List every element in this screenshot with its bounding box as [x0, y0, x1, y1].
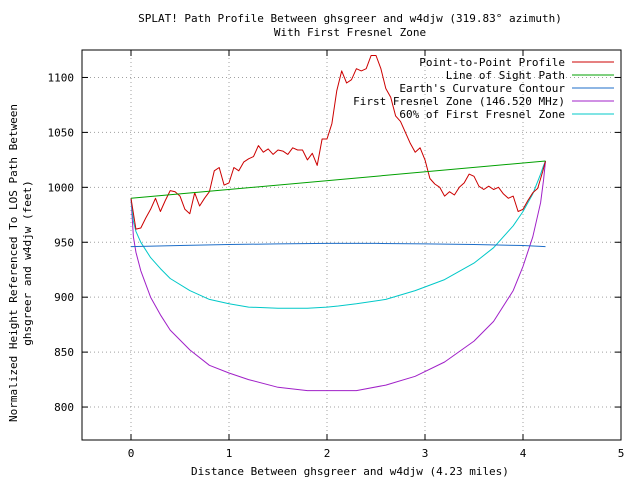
fresnel-zone-line [130, 160, 546, 392]
plot-frame [81, 49, 622, 441]
legend-label-los: Line of Sight Path [446, 69, 565, 82]
grid [82, 50, 621, 440]
chart-title-line2: With First Fresnel Zone [274, 26, 426, 39]
legend-label-profile: Point-to-Point Profile [419, 56, 565, 69]
line-of-sight-line [130, 160, 546, 199]
y-tick-label: 1100 [48, 71, 75, 84]
y-tick-label: 800 [54, 401, 74, 414]
data-series [130, 55, 546, 248]
legend-label-fresnel-60: 60% of First Fresnel Zone [399, 108, 565, 121]
y-tick-label: 900 [54, 291, 74, 304]
y-axis-label-line1: Normalized Height Referenced To LOS Path… [7, 104, 20, 422]
x-tick-label: 0 [128, 447, 135, 460]
earth-curvature-line [130, 242, 546, 248]
legend: Point-to-Point Profile Line of Sight Pat… [353, 56, 614, 121]
x-tick-label: 1 [226, 447, 233, 460]
y-axis-label-line2: ghsgreer and w4djw (feet) [21, 180, 34, 346]
fresnel-60-line [130, 160, 546, 309]
axis-ticks: 0 1 2 3 4 5 800 850 900 950 1000 1050 1100 [48, 50, 625, 460]
profile-line [130, 55, 546, 230]
x-tick-label: 4 [520, 447, 527, 460]
legend-label-fresnel: First Fresnel Zone (146.520 MHz) [353, 95, 565, 108]
y-tick-label: 850 [54, 346, 74, 359]
x-tick-label: 2 [324, 447, 331, 460]
legend-label-curvature: Earth's Curvature Contour [399, 82, 565, 95]
y-tick-label: 1050 [48, 126, 75, 139]
fresnel-zones [130, 160, 546, 392]
x-tick-label: 3 [422, 447, 429, 460]
x-tick-label: 5 [618, 447, 625, 460]
y-tick-label: 950 [54, 236, 74, 249]
x-axis-label: Distance Between ghsgreer and w4djw (4.2… [191, 465, 509, 478]
y-tick-label: 1000 [48, 181, 75, 194]
chart-title-line1: SPLAT! Path Profile Between ghsgreer and… [138, 12, 562, 25]
